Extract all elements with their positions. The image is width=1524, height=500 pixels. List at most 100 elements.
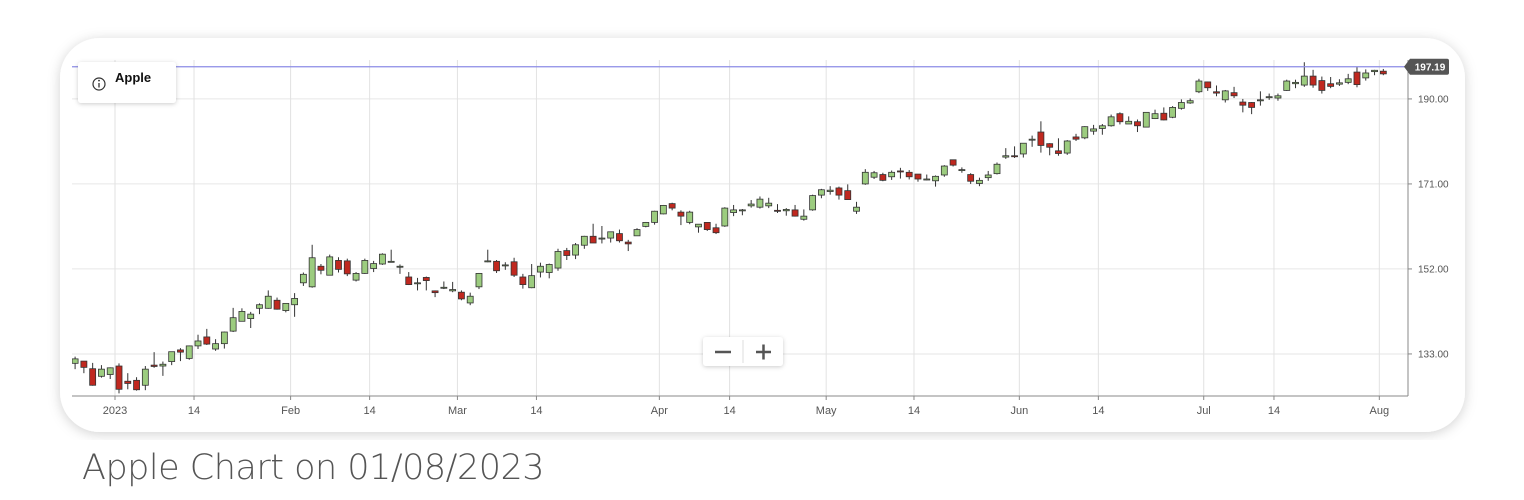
zoom-controls <box>703 337 783 366</box>
candle-body <box>1327 83 1335 87</box>
candle-body <box>853 206 860 212</box>
candle-body <box>256 304 263 309</box>
candle-body <box>826 189 834 192</box>
candle-body <box>1371 69 1378 73</box>
candle-body <box>809 195 817 211</box>
x-tick-label: Apr <box>651 405 668 417</box>
candle-body <box>150 364 158 367</box>
candle-body <box>967 174 975 182</box>
candle-body <box>677 211 685 217</box>
candle-body <box>888 171 896 178</box>
candle-body <box>475 273 483 288</box>
candle-body <box>861 171 869 185</box>
candle-body <box>923 178 931 181</box>
candle-body <box>1292 81 1299 85</box>
candle-body <box>1265 96 1273 99</box>
candle-body <box>510 261 518 276</box>
candle-body <box>1300 75 1308 86</box>
candle-body <box>98 368 105 377</box>
candle-body <box>168 351 176 362</box>
candle-body <box>229 317 237 332</box>
info-icon[interactable] <box>92 77 106 91</box>
last-price-label: 197.19 <box>1415 62 1446 73</box>
candle-body <box>1134 121 1141 127</box>
chart-caption: Apple Chart on 01/08/2023 <box>82 448 545 488</box>
candle-body <box>1309 75 1317 86</box>
candle-body <box>537 265 544 273</box>
candle-body <box>282 302 290 311</box>
candle-body <box>1353 71 1361 86</box>
candle-body <box>247 313 255 319</box>
x-tick-label: 14 <box>530 405 542 417</box>
candle-body <box>449 289 457 292</box>
candle-body <box>686 211 694 223</box>
candle-body <box>1090 128 1097 132</box>
candle-body <box>589 235 597 244</box>
candle-body <box>124 380 132 384</box>
candle-body <box>1011 155 1018 158</box>
candle-body <box>1186 100 1194 104</box>
y-tick-label: 190.00 <box>1418 94 1449 105</box>
zoom-out-button[interactable] <box>703 337 743 366</box>
candle-body <box>905 171 913 178</box>
candle-body <box>466 295 474 304</box>
candle-body <box>1046 143 1054 148</box>
candle-body <box>1204 81 1212 89</box>
y-tick-label: 152.00 <box>1418 264 1449 275</box>
zoom-in-button[interactable] <box>743 337 783 366</box>
candle-body <box>1336 82 1343 85</box>
candle-body <box>712 227 720 234</box>
candle-body <box>580 235 588 246</box>
candle-body <box>730 209 737 213</box>
candle-body <box>133 379 140 391</box>
candle-body <box>264 295 272 309</box>
candle-body <box>1037 131 1045 146</box>
candle-body <box>72 358 79 364</box>
x-tick-label: 14 <box>723 405 735 417</box>
candle-body <box>703 222 711 230</box>
x-tick-label: 14 <box>1092 405 1104 417</box>
candle-body <box>554 251 562 269</box>
candle-body <box>1318 80 1326 91</box>
candle-body <box>361 260 369 274</box>
candle-body <box>1116 113 1124 123</box>
candle-body <box>238 311 246 322</box>
info-icon-dot <box>98 79 100 82</box>
x-tick-label: Aug <box>1370 405 1390 417</box>
grid <box>72 60 1408 396</box>
legend-background <box>78 62 176 103</box>
candle-body <box>756 198 764 208</box>
x-tick-label: Jul <box>1197 405 1211 417</box>
candle-body <box>1142 111 1150 128</box>
candle-body <box>844 190 852 200</box>
candle-body <box>1248 102 1256 108</box>
candle-body <box>519 276 527 285</box>
candle-body <box>493 260 500 272</box>
candle-body <box>1063 140 1071 154</box>
candle-body <box>458 291 465 300</box>
y-tick-label: 133.00 <box>1418 349 1449 360</box>
candle-body <box>572 244 579 256</box>
candle-body <box>396 265 404 268</box>
candle-body <box>177 349 184 353</box>
candle-body <box>659 205 667 215</box>
candle-body <box>976 179 983 184</box>
candle-body <box>782 209 790 212</box>
candle-body <box>308 257 316 288</box>
candle-body <box>1151 113 1159 120</box>
candle-body <box>940 165 948 176</box>
candle-body <box>765 202 773 207</box>
candle-body <box>949 159 957 166</box>
candle-body <box>273 299 281 310</box>
candle-body <box>914 173 922 180</box>
candle-body <box>1002 155 1010 158</box>
candle-body <box>1195 80 1203 93</box>
candle-body <box>747 203 755 207</box>
labels: 133.00 152.00 171.00 190.00 2023 14 Feb 14 Mar 14… <box>103 58 1449 417</box>
candle-body <box>774 209 781 212</box>
candle-body <box>1283 80 1291 91</box>
candle-body <box>352 273 360 281</box>
candle-body <box>1098 125 1106 129</box>
